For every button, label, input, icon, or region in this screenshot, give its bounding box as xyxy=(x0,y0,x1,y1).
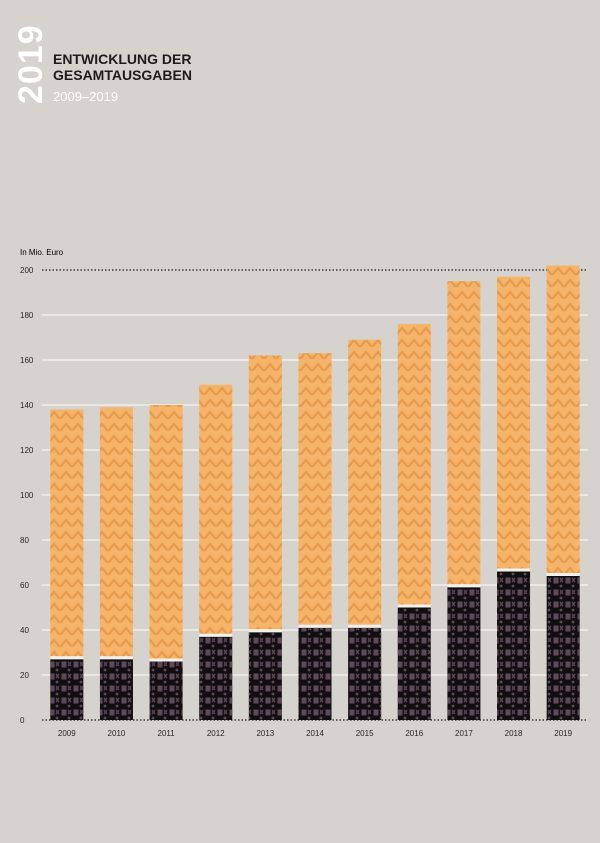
y-tick-label-120: 120 xyxy=(20,446,34,455)
x-tick-label-2017: 2017 xyxy=(455,729,473,738)
bar-upper-pattern-2015 xyxy=(348,339,382,625)
bar-upper-pattern-2018 xyxy=(497,276,531,569)
x-tick-label-2012: 2012 xyxy=(207,729,225,738)
x-tick-label-2019: 2019 xyxy=(554,729,572,738)
chart-title: ENTWICKLUNG DER GESAMTAUSGABEN xyxy=(53,51,253,83)
bar-upper-pattern-2011 xyxy=(149,405,183,659)
y-tick-label-60: 60 xyxy=(20,581,29,590)
bar-upper-pattern-2017 xyxy=(447,281,481,585)
bar-lower-pattern-2011 xyxy=(149,661,183,720)
y-tick-label-80: 80 xyxy=(20,536,29,545)
y-tick-label-100: 100 xyxy=(20,491,34,500)
y-tick-label-20: 20 xyxy=(20,671,29,680)
y-tick-label-160: 160 xyxy=(20,356,34,365)
bar-upper-pattern-2016 xyxy=(397,324,431,605)
bar-upper-pattern-2010 xyxy=(99,407,133,657)
x-tick-label-2016: 2016 xyxy=(405,729,423,738)
bar-lower-pattern-2012 xyxy=(199,636,233,720)
x-tick-label-2009: 2009 xyxy=(58,729,76,738)
bar-lower-pattern-2017 xyxy=(447,587,481,720)
y-tick-label-140: 140 xyxy=(20,401,34,410)
bar-lower-pattern-2014 xyxy=(298,627,332,720)
x-tick-label-2018: 2018 xyxy=(505,729,523,738)
bar-lower-pattern-2015 xyxy=(348,627,382,720)
bar-upper-pattern-2012 xyxy=(199,384,233,634)
y-axis-label: In Mio. Euro xyxy=(20,248,64,257)
x-tick-label-2014: 2014 xyxy=(306,729,324,738)
bar-lower-pattern-2009 xyxy=(50,659,84,720)
bar-lower-pattern-2013 xyxy=(248,632,282,720)
y-tick-label-200: 200 xyxy=(20,266,34,275)
x-tick-label-2015: 2015 xyxy=(356,729,374,738)
bar-upper-pattern-2014 xyxy=(298,353,332,625)
chart-title-line-2: GESAMTAUSGABEN xyxy=(53,67,192,83)
chart-title-line-1: ENTWICKLUNG DER xyxy=(53,51,192,67)
bar-upper-pattern-2013 xyxy=(248,355,282,630)
bar-lower-pattern-2010 xyxy=(99,659,133,720)
x-tick-label-2010: 2010 xyxy=(108,729,126,738)
chart-subtitle: 2009–2019 xyxy=(53,89,119,104)
bar-lower-pattern-2018 xyxy=(497,571,531,720)
y-tick-label-0: 0 xyxy=(20,716,25,725)
bar-lower-pattern-2019 xyxy=(546,576,580,720)
y-tick-label-180: 180 xyxy=(20,311,34,320)
y-tick-label-40: 40 xyxy=(20,626,29,635)
x-tick-label-2011: 2011 xyxy=(157,729,175,738)
x-tick-label-2013: 2013 xyxy=(256,729,274,738)
bar-upper-pattern-2009 xyxy=(50,409,84,657)
bar-upper-pattern-2019 xyxy=(546,265,580,573)
bar-lower-pattern-2016 xyxy=(397,607,431,720)
